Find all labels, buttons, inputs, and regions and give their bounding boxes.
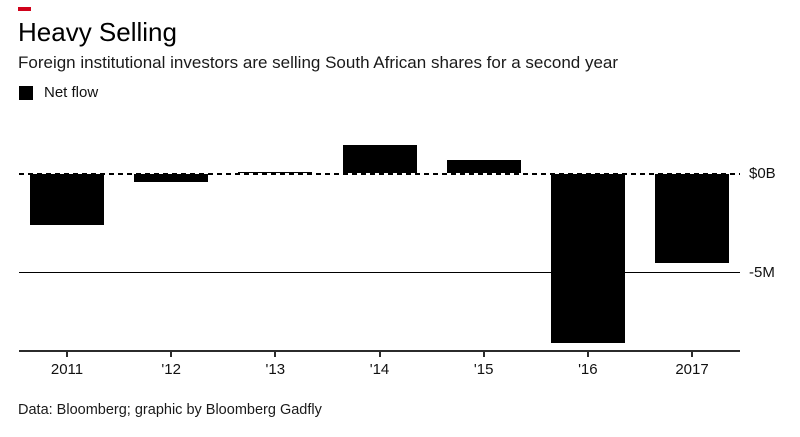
bar-2011	[30, 173, 104, 226]
bar-16	[550, 173, 625, 343]
bar-13	[238, 171, 313, 174]
bar-12	[134, 173, 209, 183]
legend-label: Net flow	[44, 84, 99, 101]
x-tick-label: 2017	[675, 361, 709, 378]
legend: Net flow	[19, 84, 98, 101]
x-tick-label: 2011	[50, 361, 84, 378]
bar-15	[446, 159, 521, 174]
y-tick-label: $0B	[749, 164, 776, 182]
y-tick-label: -5M	[749, 264, 775, 281]
x-tick-label: '13	[265, 361, 286, 378]
zero-line	[19, 172, 740, 175]
x-tick-label: '16	[578, 361, 598, 378]
x-tick	[586, 352, 589, 357]
x-tick	[482, 352, 485, 357]
bar-2017	[655, 173, 730, 264]
x-tick-label: '12	[161, 361, 181, 378]
x-tick	[170, 352, 173, 357]
accent-dash	[18, 7, 31, 11]
x-tick	[274, 352, 277, 357]
x-tick-label: '14	[369, 361, 390, 378]
x-tick	[378, 352, 381, 357]
chart-subtitle: Foreign institutional investors are sell…	[18, 53, 619, 72]
x-tick-label: '15	[473, 361, 494, 378]
chart-title: Heavy Selling	[18, 17, 177, 47]
bar-14	[342, 144, 417, 174]
x-tick	[66, 352, 68, 357]
y-gridline	[19, 272, 740, 273]
source-credit: Data: Bloomberg; graphic by Bloomberg Ga…	[18, 402, 322, 418]
plot-area	[19, 130, 740, 351]
legend-swatch-icon	[19, 85, 33, 100]
x-tick	[691, 352, 694, 357]
